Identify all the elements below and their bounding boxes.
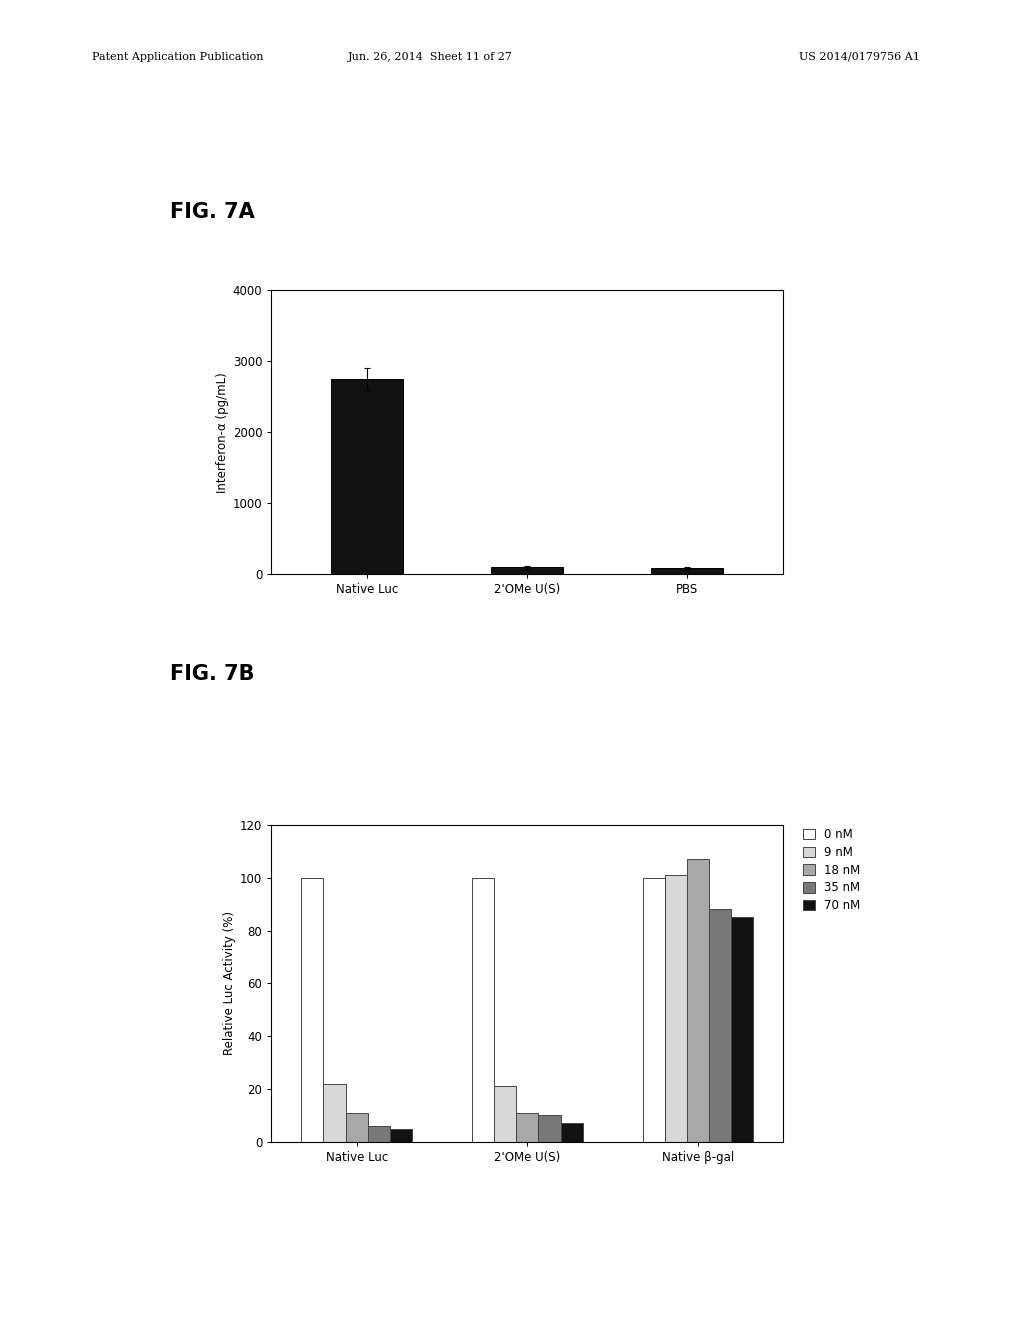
Bar: [539, 1115, 561, 1142]
Bar: [332, 379, 403, 574]
Bar: [643, 878, 665, 1142]
Bar: [301, 878, 324, 1142]
Text: FIG. 7A: FIG. 7A: [170, 202, 255, 222]
Y-axis label: Relative Luc Activity (%): Relative Luc Activity (%): [223, 911, 236, 1056]
Bar: [492, 568, 563, 574]
Bar: [651, 568, 723, 574]
Bar: [665, 875, 687, 1142]
Text: Jun. 26, 2014  Sheet 11 of 27: Jun. 26, 2014 Sheet 11 of 27: [347, 51, 513, 62]
Bar: [731, 917, 754, 1142]
Bar: [472, 878, 494, 1142]
Bar: [390, 1129, 412, 1142]
Bar: [687, 859, 709, 1142]
Bar: [324, 1084, 345, 1142]
Bar: [516, 1113, 539, 1142]
Text: Patent Application Publication: Patent Application Publication: [92, 51, 263, 62]
Bar: [346, 1113, 368, 1142]
Text: FIG. 7B: FIG. 7B: [170, 664, 255, 684]
Bar: [494, 1086, 516, 1142]
Legend: 0 nM, 9 nM, 18 nM, 35 nM, 70 nM: 0 nM, 9 nM, 18 nM, 35 nM, 70 nM: [800, 825, 864, 916]
Text: US 2014/0179756 A1: US 2014/0179756 A1: [799, 51, 920, 62]
Y-axis label: Interferon-α (pg/mL): Interferon-α (pg/mL): [215, 372, 228, 492]
Bar: [709, 909, 731, 1142]
Bar: [561, 1123, 583, 1142]
Bar: [368, 1126, 390, 1142]
